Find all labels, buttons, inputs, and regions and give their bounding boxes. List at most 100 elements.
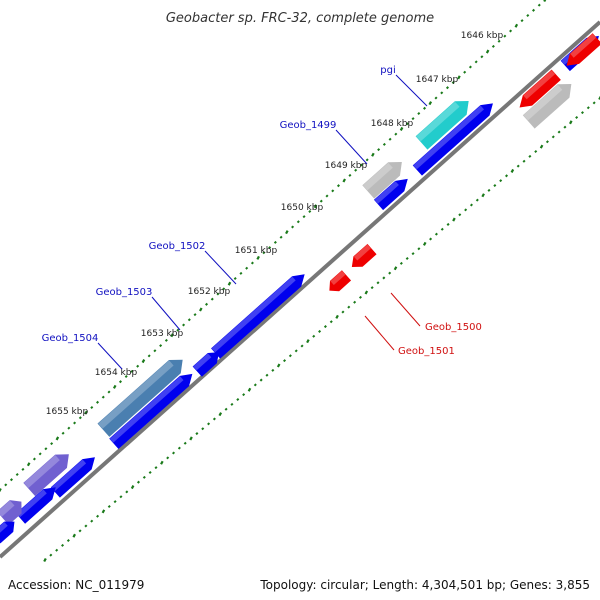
inner-tick xyxy=(66,539,70,543)
inner-tick xyxy=(172,451,176,455)
gene-geob-1505[interactable] xyxy=(50,457,95,498)
outer-tick xyxy=(262,251,266,255)
gene-geob-1497-highlight[interactable] xyxy=(522,83,572,129)
outer-tick xyxy=(112,384,117,389)
outer-tick xyxy=(399,126,404,131)
gene-geob-1504-highlight[interactable] xyxy=(97,359,183,437)
inner-tick xyxy=(487,188,491,192)
outer-tick xyxy=(313,204,318,209)
outer-tick xyxy=(118,380,122,384)
inner-tick xyxy=(376,281,380,285)
inner-tick xyxy=(253,383,257,387)
gene-label-geob-1502[interactable]: Geob_1502 xyxy=(149,241,206,252)
outer-tick xyxy=(84,410,88,415)
tick-label: 1654 kbp xyxy=(95,368,138,378)
gene-geob-1506[interactable] xyxy=(15,487,56,524)
gene-geob-1499-shading xyxy=(374,181,399,204)
outer-tick xyxy=(44,447,48,451)
gene-geob-1499[interactable] xyxy=(373,178,408,211)
map-title: Geobacter sp. FRC-32, complete genome xyxy=(166,11,434,26)
outer-tick xyxy=(485,49,490,54)
outer-tick xyxy=(291,225,295,229)
inner-tick xyxy=(510,168,515,173)
inner-tick xyxy=(329,320,333,324)
inner-tick xyxy=(195,432,199,436)
tick-label: 1650 kbp xyxy=(281,203,324,213)
outer-tick xyxy=(61,431,65,435)
outer-tick xyxy=(377,148,381,152)
outer-tick xyxy=(354,168,358,172)
gene-label-geob-1501[interactable]: Geob_1501 xyxy=(398,346,455,357)
outer-tick xyxy=(268,246,272,250)
gene-label-geob-1500[interactable]: Geob_1500 xyxy=(425,322,482,333)
inner-tick xyxy=(475,198,479,202)
inner-tick xyxy=(446,222,450,226)
gene-geob-1502[interactable] xyxy=(211,274,305,359)
inner-tick xyxy=(341,310,345,314)
gene-labels: pgi Geob_1499 Geob_1502 Geob_1503 Geob_1504 G… xyxy=(42,65,482,357)
inner-tick xyxy=(393,266,398,271)
gene-pgi-highlight[interactable] xyxy=(415,100,469,150)
inner-tick xyxy=(236,398,240,402)
gene-geob-1499-highlight[interactable] xyxy=(362,161,402,199)
inner-tick xyxy=(522,159,526,163)
inner-tick xyxy=(551,135,555,139)
outer-tick xyxy=(411,117,415,121)
gene-geob-1503[interactable] xyxy=(192,352,219,377)
inner-tick xyxy=(563,125,567,129)
inner-tick xyxy=(96,514,100,518)
gene-geob-1501[interactable] xyxy=(329,270,352,292)
inner-tick xyxy=(575,115,579,119)
inner-tick xyxy=(429,237,433,241)
outer-tick xyxy=(445,86,449,90)
outer-tick xyxy=(222,287,226,291)
outer-tick xyxy=(331,189,335,193)
outer-tick xyxy=(107,390,111,394)
gene-geob-1496[interactable] xyxy=(519,69,561,108)
outer-tick xyxy=(526,13,530,17)
gene-geob-1500[interactable] xyxy=(351,243,377,268)
inner-tick xyxy=(259,378,263,382)
outer-tick xyxy=(405,122,409,126)
gene-label-geob-1503[interactable]: Geob_1503 xyxy=(96,287,153,298)
inner-tick xyxy=(247,387,252,392)
tick-label: 1649 kbp xyxy=(325,161,368,171)
outer-tick xyxy=(55,436,60,441)
gene-label-geob-1504[interactable]: Geob_1504 xyxy=(42,333,99,344)
tick-label: 1655 kbp xyxy=(46,407,89,417)
outer-tick xyxy=(491,44,495,48)
outer-tick xyxy=(26,462,31,467)
inner-tick xyxy=(43,557,47,563)
outer-tick xyxy=(543,0,547,3)
gene-label-geob-1499[interactable]: Geob_1499 xyxy=(280,120,337,131)
outer-tick xyxy=(325,194,329,198)
outer-tick xyxy=(21,467,25,471)
outer-tick xyxy=(480,55,484,59)
gene-geob-1497-highlight-shading xyxy=(523,84,563,121)
inner-tick xyxy=(469,203,473,207)
gene-label-pgi[interactable]: pgi xyxy=(380,65,395,76)
gene-geob-1506-shading xyxy=(16,489,47,518)
outer-tick xyxy=(474,60,478,64)
gene-geob-1504[interactable] xyxy=(109,373,193,449)
outer-tick xyxy=(371,152,375,157)
inner-tick xyxy=(72,533,76,538)
inner-tick xyxy=(382,276,386,280)
inner-tick xyxy=(294,349,298,353)
inner-tick xyxy=(422,241,427,246)
inner-tick xyxy=(142,475,146,479)
inner-tick xyxy=(136,480,140,484)
inner-tick xyxy=(358,295,362,299)
gene-geob-1507[interactable] xyxy=(0,521,15,544)
outer-tick xyxy=(365,158,369,162)
inner-tick xyxy=(207,422,211,426)
outer-tick xyxy=(440,91,444,95)
label-leader-line xyxy=(97,342,123,370)
inner-tick xyxy=(499,179,503,183)
gene-pgi-shading xyxy=(413,105,484,170)
gene-pgi[interactable] xyxy=(412,103,493,176)
tick-label: 1648 kbp xyxy=(371,119,414,129)
gene-geob-1505-highlight[interactable] xyxy=(23,454,69,497)
inner-tick xyxy=(434,232,438,236)
